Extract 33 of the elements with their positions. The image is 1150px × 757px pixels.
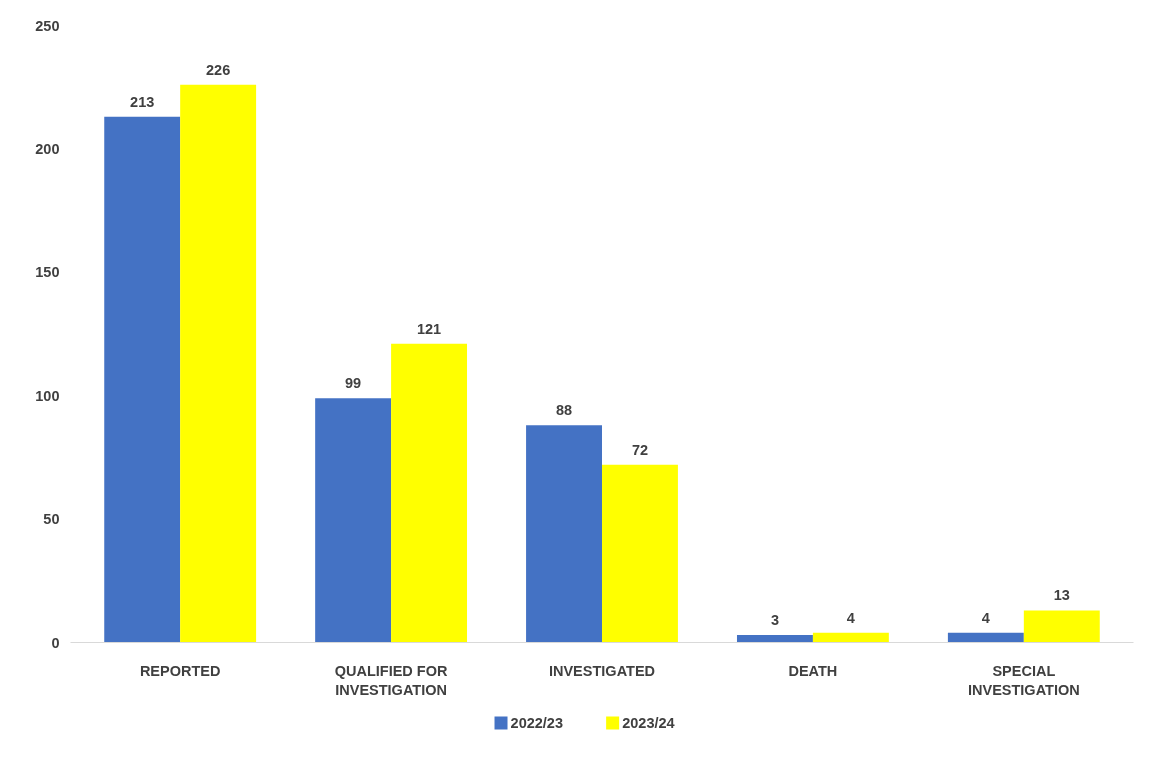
bar (1023, 610, 1100, 643)
x-tick-label: QUALIFIED FOR INVESTIGATION (334, 662, 448, 698)
y-tick-label: 0 (51, 634, 60, 651)
data-label: 4 (846, 609, 855, 626)
bar (180, 84, 257, 643)
data-label: 4 (981, 609, 990, 626)
x-tick-label: REPORTED (139, 662, 221, 679)
data-label: 3 (770, 612, 779, 629)
y-tick-label: 100 (35, 387, 60, 404)
bar (391, 343, 468, 643)
data-label: 213 (130, 93, 155, 110)
bar (736, 635, 813, 643)
bar (315, 398, 392, 643)
y-tick-label: 50 (43, 511, 60, 528)
data-label: 13 (1053, 587, 1070, 604)
bar (526, 425, 602, 643)
data-label: 99 (345, 375, 362, 392)
y-tick-label: 250 (35, 17, 60, 34)
bar (104, 116, 181, 643)
bar (947, 632, 1024, 643)
y-tick-label: 200 (35, 140, 60, 157)
bar (602, 464, 678, 643)
bar (812, 632, 889, 643)
x-tick-label: DEATH (788, 662, 838, 679)
data-label: 226 (206, 61, 231, 78)
data-label: 72 (631, 441, 649, 458)
legend-label: 2023/24 (622, 715, 675, 731)
x-tick-label: SPECIAL INVESTIGATION (967, 662, 1080, 698)
y-tick-label: 150 (35, 264, 60, 281)
data-label: 121 (416, 320, 442, 337)
data-label: 88 (555, 402, 573, 419)
legend-label: 2022/23 (510, 715, 563, 731)
x-tick-label: INVESTIGATED (548, 662, 656, 679)
